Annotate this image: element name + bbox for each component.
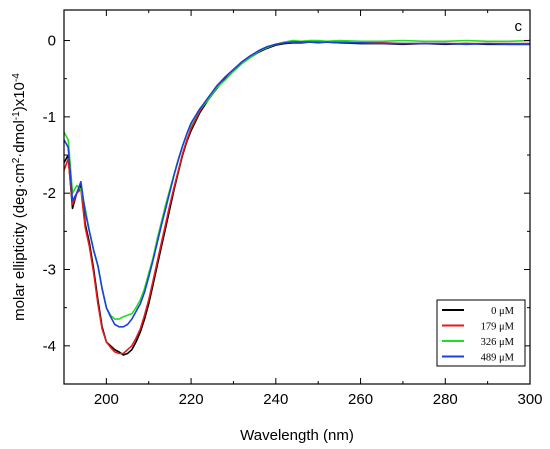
y-tick-label: -2: [43, 185, 56, 202]
y-axis-title-mid: ·dmol: [11, 120, 28, 158]
panel-letter: c: [515, 18, 523, 35]
y-tick-label: 0: [48, 33, 56, 50]
legend-label: 0 μM: [491, 306, 515, 317]
y-tick-label: -1: [43, 109, 56, 126]
y-axis-title-sup-3: -4: [11, 73, 22, 82]
series-line-blue: [63, 41, 530, 328]
legend-label: 326 μM: [481, 337, 515, 348]
y-axis-title-main: molar ellipticity (deg·cm: [11, 163, 28, 321]
x-tick-label: 300: [517, 391, 542, 408]
x-tick-label: 220: [179, 391, 204, 408]
y-tick-label: -4: [43, 338, 56, 355]
legend: 0 μM 179 μM 326 μM 489 μM: [436, 299, 526, 367]
y-axis-title-sup-1: 2: [11, 157, 22, 163]
y-axis-title: molar ellipticity (deg·cm2·dmol-1)x10-4: [11, 73, 29, 321]
plot-frame: [63, 9, 531, 385]
y-tick-label: -3: [43, 262, 56, 279]
y-axis-title-sup-2: -1: [11, 111, 22, 120]
x-axis-title: Wavelength (nm): [240, 427, 354, 444]
x-tick-label: 200: [94, 391, 119, 408]
x-tick-label: 260: [348, 391, 373, 408]
x-tick-label: 280: [433, 391, 458, 408]
legend-label: 179 μM: [481, 322, 515, 333]
legend-items: 0 μM 179 μM 326 μM 489 μM: [442, 306, 515, 364]
legend-label: 489 μM: [481, 353, 515, 364]
x-tick-label: 240: [263, 391, 288, 408]
y-axis-title-tail: )x10: [11, 82, 28, 111]
ticks-layer: 200 220 240 260 280 300 0 -1 -2 -3 -4: [43, 10, 543, 408]
series-layer: [63, 39, 531, 356]
